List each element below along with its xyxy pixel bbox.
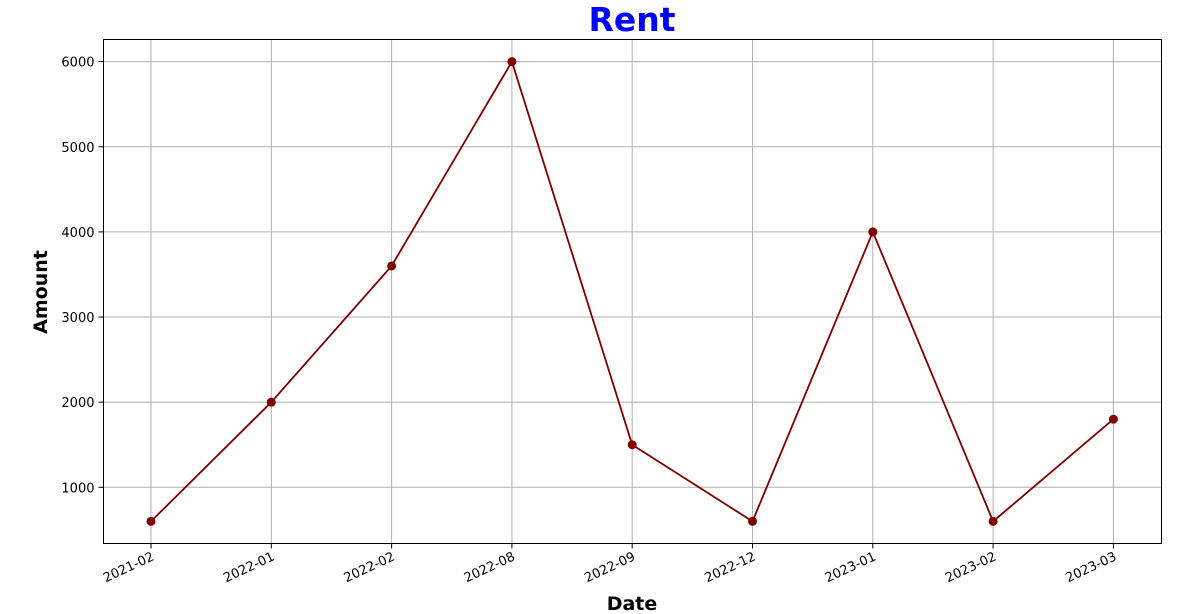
x-tick-label: 2023-02 (943, 550, 999, 587)
x-axis-title: Date (607, 593, 658, 614)
x-tick-label: 2022-08 (462, 550, 518, 587)
data-series (146, 57, 1118, 526)
data-point (1108, 414, 1118, 424)
y-tick-label: 1000 (61, 481, 94, 496)
data-point (146, 516, 156, 526)
data-point (627, 440, 637, 450)
y-tick-label: 5000 (61, 141, 94, 156)
y-axis-title: Amount (30, 250, 52, 334)
data-point (266, 397, 276, 407)
data-point (387, 261, 397, 271)
x-tick-label: 2022-09 (582, 550, 638, 587)
x-tick-label: 2022-12 (703, 550, 759, 587)
x-tick-label: 2021-02 (101, 550, 157, 587)
x-tick-label: 2023-01 (823, 550, 879, 587)
data-point (748, 516, 757, 526)
x-tick-label: 2022-02 (342, 550, 398, 587)
data-point (988, 516, 998, 526)
data-point (868, 227, 878, 237)
y-axis-ticks: 1000 2000 3000 4000 5000 6000 (61, 56, 104, 496)
x-tick-label: 2022-01 (221, 550, 277, 587)
y-tick-label: 6000 (61, 56, 94, 71)
grid-lines (103, 39, 1162, 544)
y-tick-label: 2000 (61, 396, 94, 411)
x-axis-ticks: 2021-02 2022-01 2022-02 2022-08 2022-09 2022-… (101, 543, 1120, 587)
y-tick-label: 4000 (61, 226, 94, 241)
data-point (507, 57, 517, 67)
chart-title: Rent (588, 0, 675, 39)
y-tick-label: 3000 (61, 311, 94, 326)
x-tick-label: 2023-03 (1064, 550, 1120, 587)
